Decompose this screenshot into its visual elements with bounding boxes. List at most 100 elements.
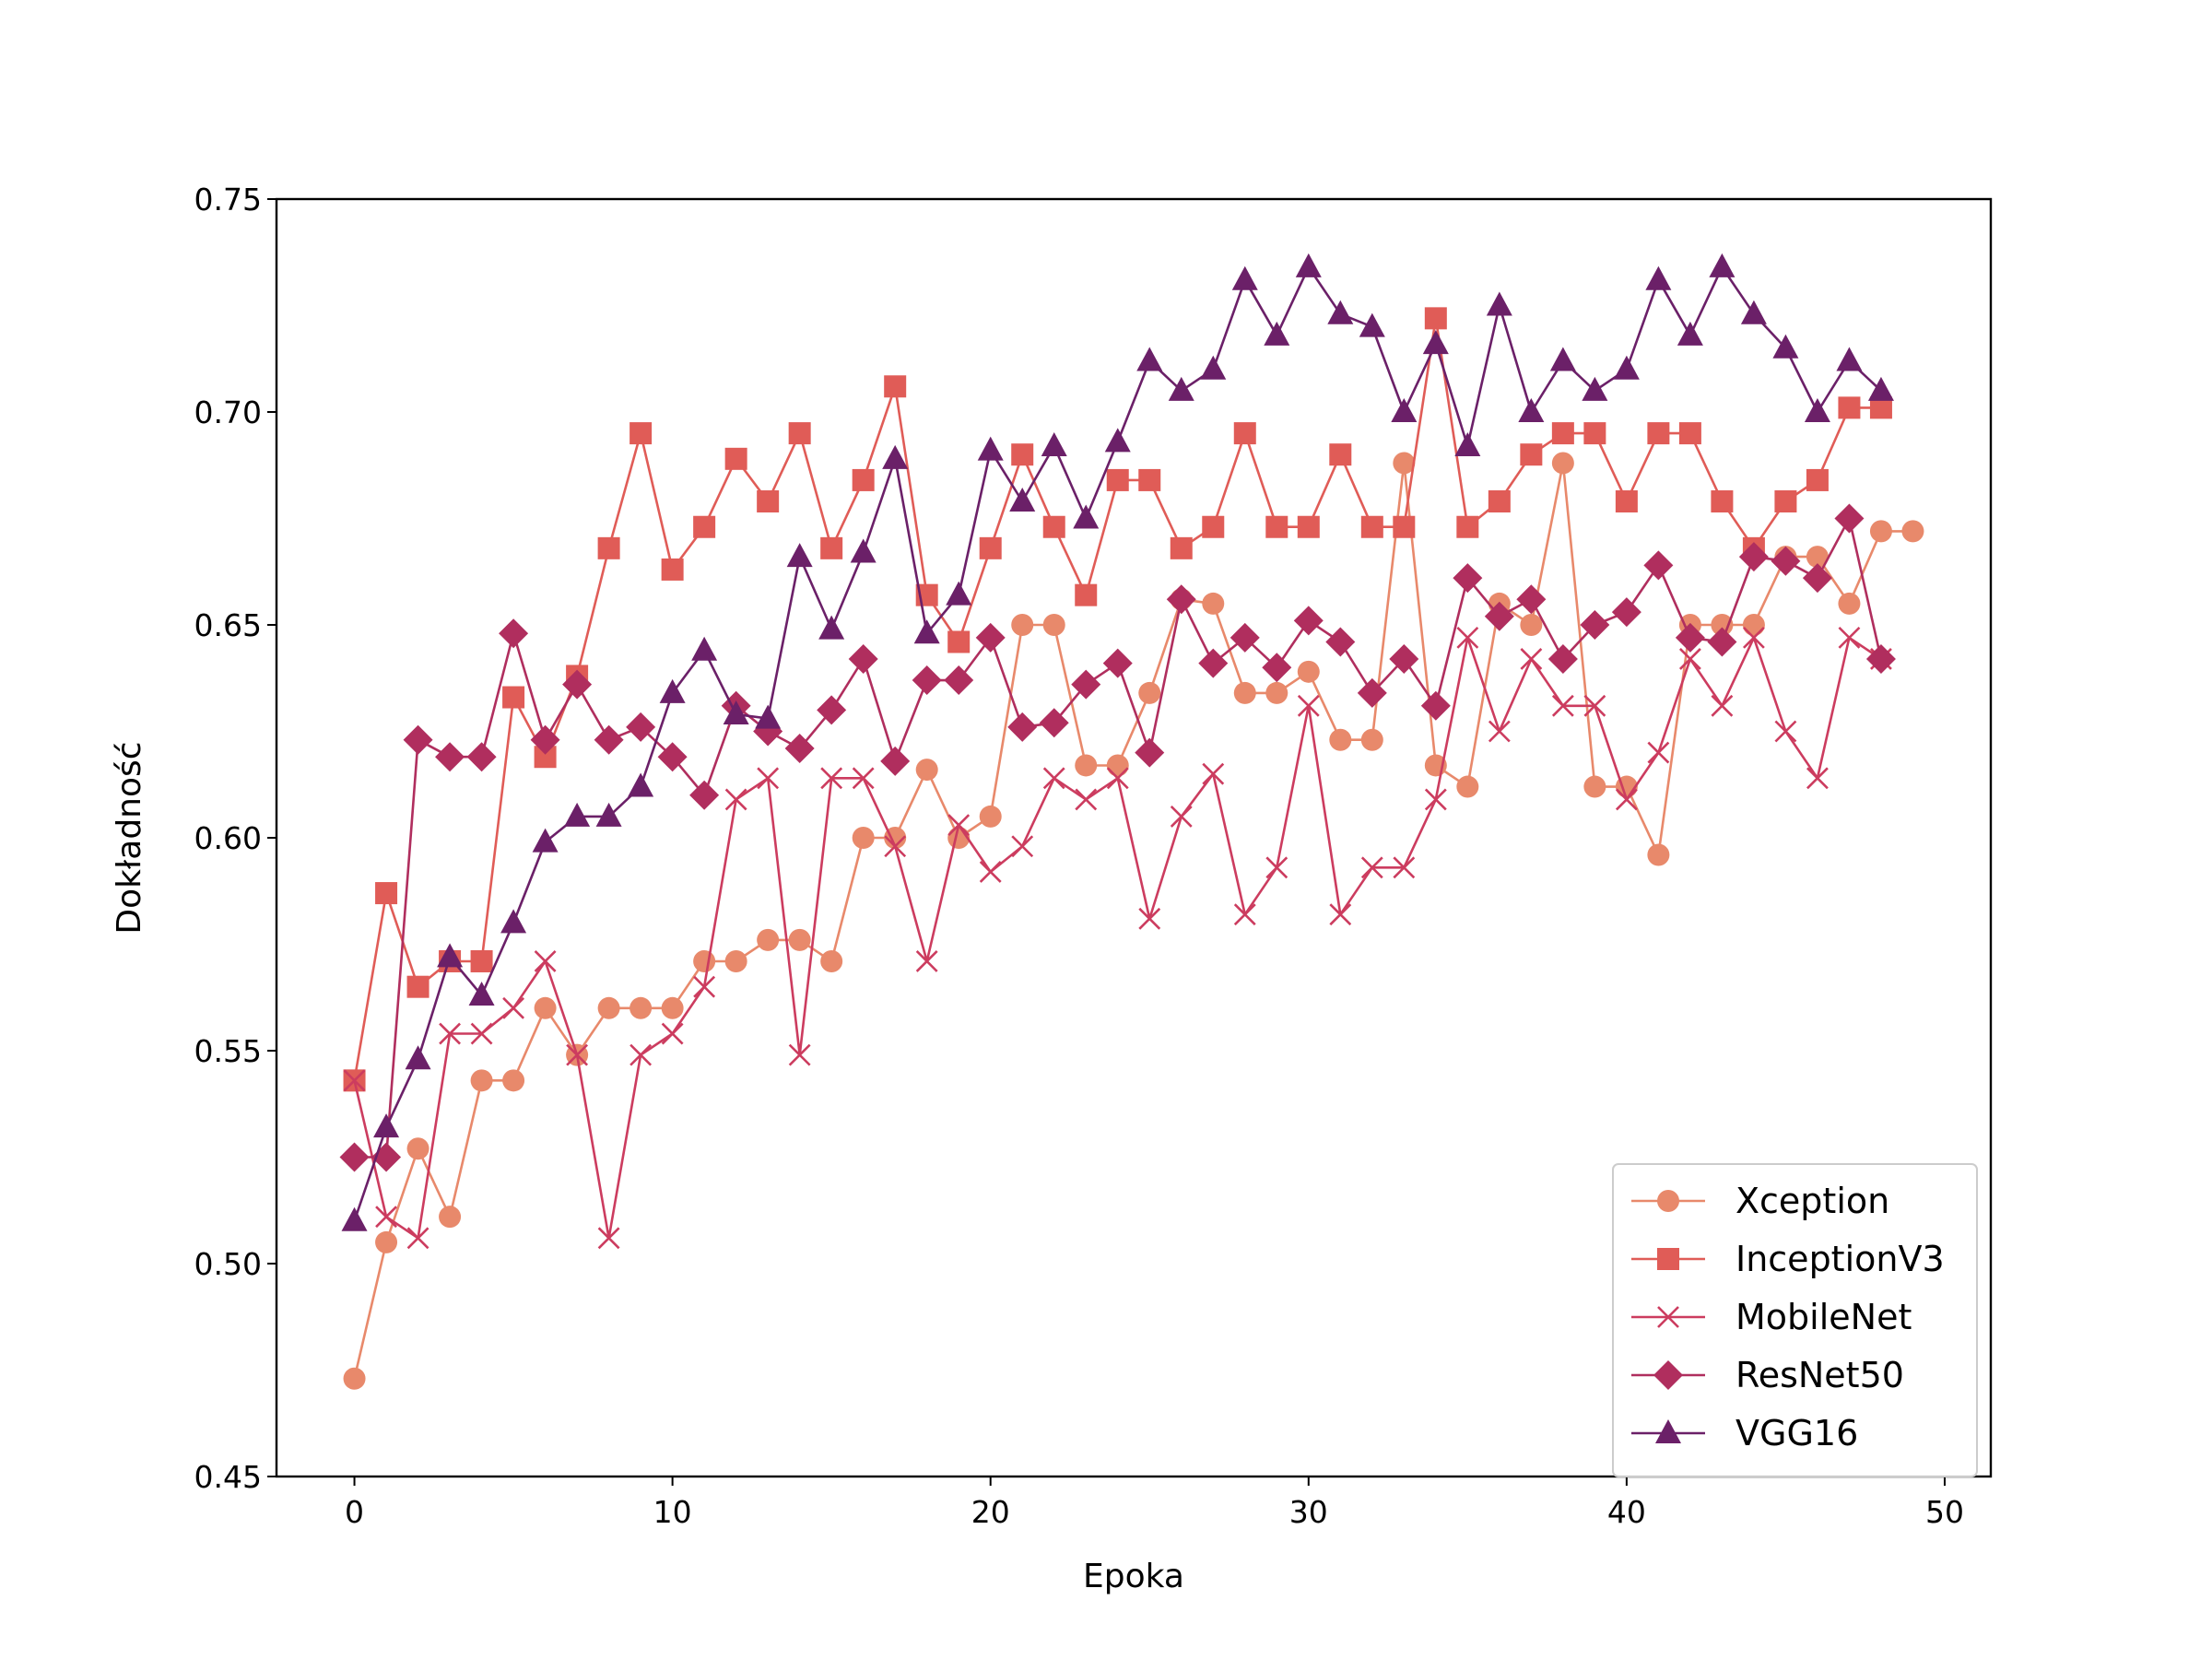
data-point-inceptionv3 (1393, 515, 1416, 538)
data-point-xception (1551, 452, 1574, 475)
data-point-xception (470, 1069, 493, 1092)
data-point-vgg16 (659, 678, 686, 703)
data-point-mobilenet (820, 767, 843, 790)
data-point-resnet50 (1738, 542, 1769, 572)
data-point-resnet50 (626, 712, 656, 742)
data-point-resnet50 (1547, 643, 1578, 674)
data-point-vgg16 (373, 1113, 400, 1138)
data-point-resnet50 (1802, 563, 1832, 594)
data-point-inceptionv3 (1456, 515, 1479, 538)
data-point-resnet50 (1834, 503, 1865, 534)
data-point-resnet50 (339, 1142, 370, 1172)
data-point-mobilenet (566, 1043, 589, 1066)
data-point-inceptionv3 (1075, 583, 1098, 606)
x-tick-label: 50 (1925, 1494, 1964, 1530)
data-point-vgg16 (1264, 321, 1290, 346)
data-point-inceptionv3 (1138, 468, 1161, 491)
data-point-vgg16 (1391, 398, 1418, 422)
data-point-xception (1647, 843, 1670, 866)
data-point-mobilenet (439, 1022, 461, 1045)
legend-marker (1657, 1248, 1679, 1270)
data-point-vgg16 (1804, 398, 1830, 422)
data-point-vgg16 (1772, 334, 1799, 359)
y-tick-label: 0.60 (194, 820, 262, 856)
data-point-inceptionv3 (661, 558, 684, 581)
data-point-inceptionv3 (470, 949, 493, 972)
data-point-mobilenet (597, 1227, 620, 1250)
data-point-resnet50 (499, 618, 529, 649)
y-tick-label: 0.65 (194, 607, 262, 643)
legend-label: InceptionV3 (1735, 1239, 1945, 1279)
data-point-inceptionv3 (1678, 422, 1701, 445)
data-point-inceptionv3 (1297, 515, 1320, 538)
data-point-xception (1393, 452, 1416, 475)
data-point-xception (1456, 775, 1479, 798)
data-point-vgg16 (1645, 265, 1672, 290)
data-point-inceptionv3 (757, 490, 780, 513)
plot-series (339, 253, 1924, 1390)
data-point-xception (375, 1230, 398, 1253)
data-point-inceptionv3 (1520, 443, 1543, 466)
data-point-xception (597, 996, 620, 1019)
data-point-vgg16 (1613, 355, 1640, 380)
data-point-vgg16 (1549, 347, 1576, 371)
data-point-resnet50 (1865, 643, 1896, 674)
data-point-vgg16 (1486, 291, 1512, 316)
data-point-mobilenet (1075, 788, 1098, 811)
legend-item-mobilenet: MobileNet (1631, 1297, 1912, 1337)
data-point-vgg16 (913, 619, 940, 644)
x-tick-label: 20 (971, 1494, 1010, 1530)
data-point-mobilenet (1202, 762, 1225, 785)
legend-marker (1657, 1190, 1679, 1212)
data-point-mobilenet (502, 996, 525, 1019)
data-point-resnet50 (594, 724, 624, 755)
data-point-xception (1329, 728, 1352, 751)
data-point-mobilenet (788, 1043, 811, 1066)
data-point-mobilenet (884, 835, 907, 858)
data-point-resnet50 (1007, 712, 1038, 742)
legend-label: MobileNet (1735, 1297, 1912, 1337)
data-point-resnet50 (1039, 708, 1069, 738)
data-point-xception (1838, 592, 1861, 615)
data-point-vgg16 (1200, 355, 1227, 380)
data-point-mobilenet (1393, 856, 1416, 879)
data-point-vgg16 (1359, 312, 1385, 337)
data-point-xception (1360, 728, 1383, 751)
data-point-xception (661, 996, 684, 1019)
data-point-vgg16 (405, 1045, 431, 1070)
data-point-inceptionv3 (979, 536, 1002, 559)
data-point-resnet50 (1262, 653, 1292, 683)
data-point-mobilenet (1583, 694, 1606, 717)
data-point-inceptionv3 (1424, 307, 1447, 330)
data-point-vgg16 (1327, 300, 1354, 324)
data-point-vgg16 (1740, 300, 1767, 324)
legend-item-resnet50: ResNet50 (1631, 1355, 1904, 1395)
data-point-resnet50 (1293, 606, 1324, 636)
data-point-mobilenet (343, 1069, 366, 1092)
y-axis-label: Dokładność (111, 741, 148, 934)
data-point-vgg16 (468, 981, 495, 1006)
data-point-inceptionv3 (852, 468, 875, 491)
data-point-inceptionv3 (629, 422, 653, 445)
data-point-xception (1233, 681, 1256, 704)
data-point-resnet50 (1071, 669, 1101, 700)
data-point-mobilenet (1297, 694, 1320, 717)
data-point-resnet50 (1230, 622, 1260, 653)
x-axis: 0 10 20 30 40 50 (345, 1477, 1964, 1530)
data-point-vgg16 (1231, 265, 1258, 290)
data-point-xception (852, 827, 875, 849)
data-point-xception (534, 996, 557, 1019)
data-point-vgg16 (1709, 253, 1735, 277)
x-tick-label: 40 (1607, 1494, 1646, 1530)
data-point-resnet50 (1166, 584, 1196, 615)
data-point-xception (1042, 614, 1065, 636)
data-point-mobilenet (757, 767, 780, 790)
data-point-mobilenet (1170, 805, 1193, 828)
data-point-vgg16 (818, 615, 845, 640)
data-point-resnet50 (1389, 643, 1419, 674)
data-point-xception (1901, 520, 1924, 543)
data-point-resnet50 (1516, 584, 1547, 615)
data-point-vgg16 (628, 772, 654, 797)
data-point-mobilenet (1647, 741, 1670, 764)
data-point-inceptionv3 (1202, 515, 1225, 538)
